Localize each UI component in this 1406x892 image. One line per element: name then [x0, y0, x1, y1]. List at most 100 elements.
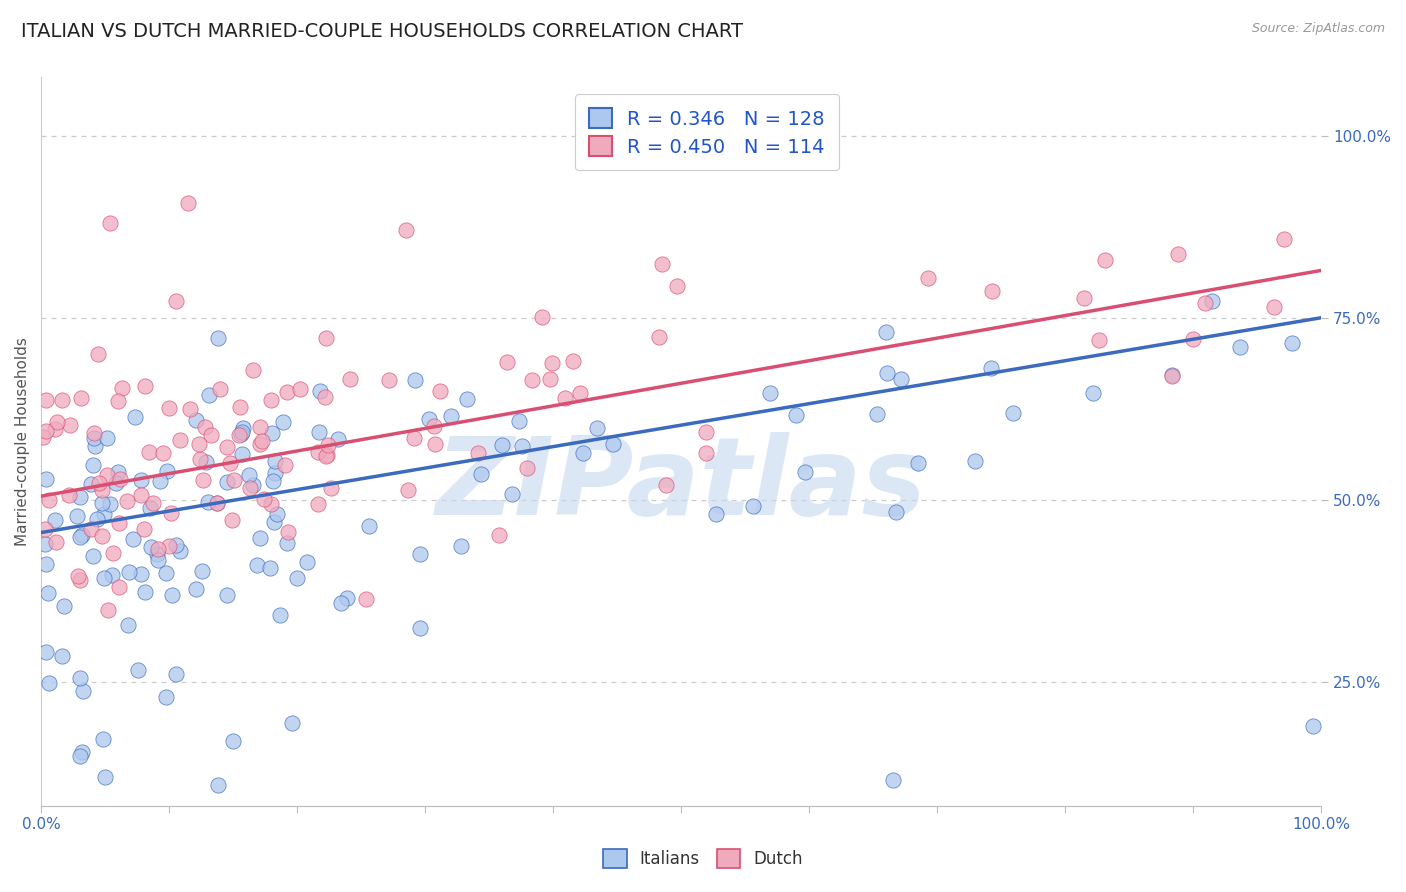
Point [177, 196, 200, 211]
Point [488, 527, 510, 541]
Point [440, 409, 463, 424]
Point [101, 546, 124, 560]
Point [354, 592, 377, 607]
Point [93, 508, 115, 522]
Point [91, 483, 114, 497]
Point [395, 222, 418, 236]
Point [1263, 300, 1285, 314]
Point [157, 539, 180, 553]
Point [501, 487, 523, 501]
Point [1182, 332, 1205, 346]
Point [1160, 368, 1182, 383]
Point [308, 384, 330, 398]
Point [890, 372, 912, 386]
Point [208, 382, 231, 396]
Point [276, 535, 298, 549]
Point [198, 387, 221, 401]
Point [1094, 253, 1116, 268]
Point [169, 433, 191, 447]
Text: Source: ZipAtlas.com: Source: ZipAtlas.com [1251, 22, 1385, 36]
Point [561, 354, 583, 368]
Point [980, 360, 1002, 375]
Legend: Italians, Dutch: Italians, Dutch [596, 842, 810, 875]
Text: ZIPatlas: ZIPatlas [436, 433, 927, 538]
Point [508, 414, 530, 428]
Point [70, 528, 93, 542]
Legend: R = 0.346   N = 128, R = 0.450   N = 114: R = 0.346 N = 128, R = 0.450 N = 114 [575, 95, 838, 170]
Point [139, 500, 162, 515]
Point [531, 310, 554, 324]
Point [742, 499, 765, 513]
Point [470, 467, 492, 481]
Point [280, 715, 302, 730]
Point [981, 285, 1004, 299]
Point [260, 425, 283, 440]
Point [1002, 406, 1025, 420]
Point [231, 425, 253, 439]
Point [568, 386, 591, 401]
Point [93, 571, 115, 585]
Point [155, 464, 177, 478]
Point [496, 355, 519, 369]
Point [262, 474, 284, 488]
Point [917, 271, 939, 285]
Point [66, 569, 89, 583]
Point [72, 745, 94, 759]
Point [260, 392, 283, 407]
Point [285, 571, 308, 585]
Point [98, 497, 121, 511]
Point [98, 216, 121, 230]
Point [46, 415, 69, 429]
Point [276, 384, 298, 399]
Point [231, 426, 253, 441]
Point [866, 407, 889, 421]
Point [242, 363, 264, 377]
Point [205, 496, 228, 510]
Point [378, 373, 401, 387]
Point [408, 547, 430, 561]
Point [259, 497, 281, 511]
Point [165, 538, 187, 552]
Point [228, 428, 250, 442]
Point [59, 417, 82, 432]
Point [450, 539, 472, 553]
Point [188, 452, 211, 467]
Point [423, 436, 446, 450]
Point [51, 649, 73, 664]
Point [253, 491, 276, 506]
Point [246, 558, 269, 572]
Point [155, 566, 177, 581]
Point [239, 481, 262, 495]
Point [520, 373, 543, 387]
Point [1281, 336, 1303, 351]
Point [217, 440, 239, 454]
Point [884, 505, 907, 519]
Point [1194, 296, 1216, 310]
Point [34, 558, 56, 572]
Point [277, 524, 299, 539]
Point [35, 472, 58, 486]
Point [882, 772, 904, 787]
Point [665, 278, 688, 293]
Point [96, 468, 118, 483]
Point [1081, 386, 1104, 401]
Point [86, 512, 108, 526]
Point [491, 438, 513, 452]
Point [207, 778, 229, 792]
Point [1073, 291, 1095, 305]
Point [101, 568, 124, 582]
Point [316, 448, 339, 462]
Point [315, 449, 337, 463]
Point [97, 603, 120, 617]
Point [157, 401, 180, 415]
Point [72, 683, 94, 698]
Point [38, 492, 60, 507]
Point [80, 477, 103, 491]
Point [38, 676, 60, 690]
Point [37, 586, 59, 600]
Point [215, 588, 238, 602]
Point [82, 549, 104, 563]
Point [297, 555, 319, 569]
Point [44, 422, 66, 436]
Point [1167, 247, 1189, 261]
